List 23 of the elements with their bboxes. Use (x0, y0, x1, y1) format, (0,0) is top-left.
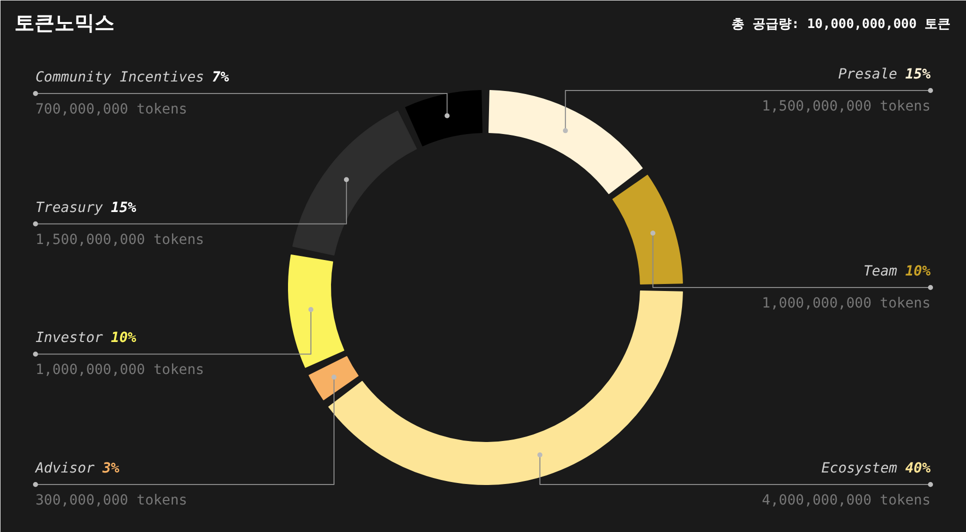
slice-label: Community Incentives (36, 70, 204, 86)
chart-title: 토큰노믹스 (14, 10, 114, 34)
text: 1,000,000,000 tokens (36, 362, 204, 378)
data-label: 10% (905, 264, 932, 280)
slice-label: Ecosystem (821, 460, 898, 476)
chart-subtitle: 총 공급량: 10,000,000,000 토큰 (732, 17, 951, 32)
data-label: 15% (110, 200, 137, 216)
text: 300,000,000 tokens (36, 492, 188, 508)
text: 4,000,000,000 tokens (762, 492, 931, 508)
data-label: 40% (905, 460, 932, 476)
data-label: 10% (110, 330, 137, 346)
slice-label: Team (864, 264, 898, 280)
data-label: 15% (905, 66, 932, 82)
text: 1,500,000,000 tokens (762, 98, 931, 114)
text: 1,500,000,000 tokens (36, 232, 204, 248)
slice-label: Investor (36, 330, 104, 346)
slice-label: Advisor (34, 460, 96, 476)
text: 700,000,000 tokens (36, 102, 188, 118)
slice-label: Presale (838, 66, 898, 82)
data-label: 3% (101, 460, 120, 476)
slice-label: Treasury (36, 200, 104, 216)
text: 1,000,000,000 tokens (762, 296, 931, 312)
data-label: 7% (212, 70, 230, 86)
